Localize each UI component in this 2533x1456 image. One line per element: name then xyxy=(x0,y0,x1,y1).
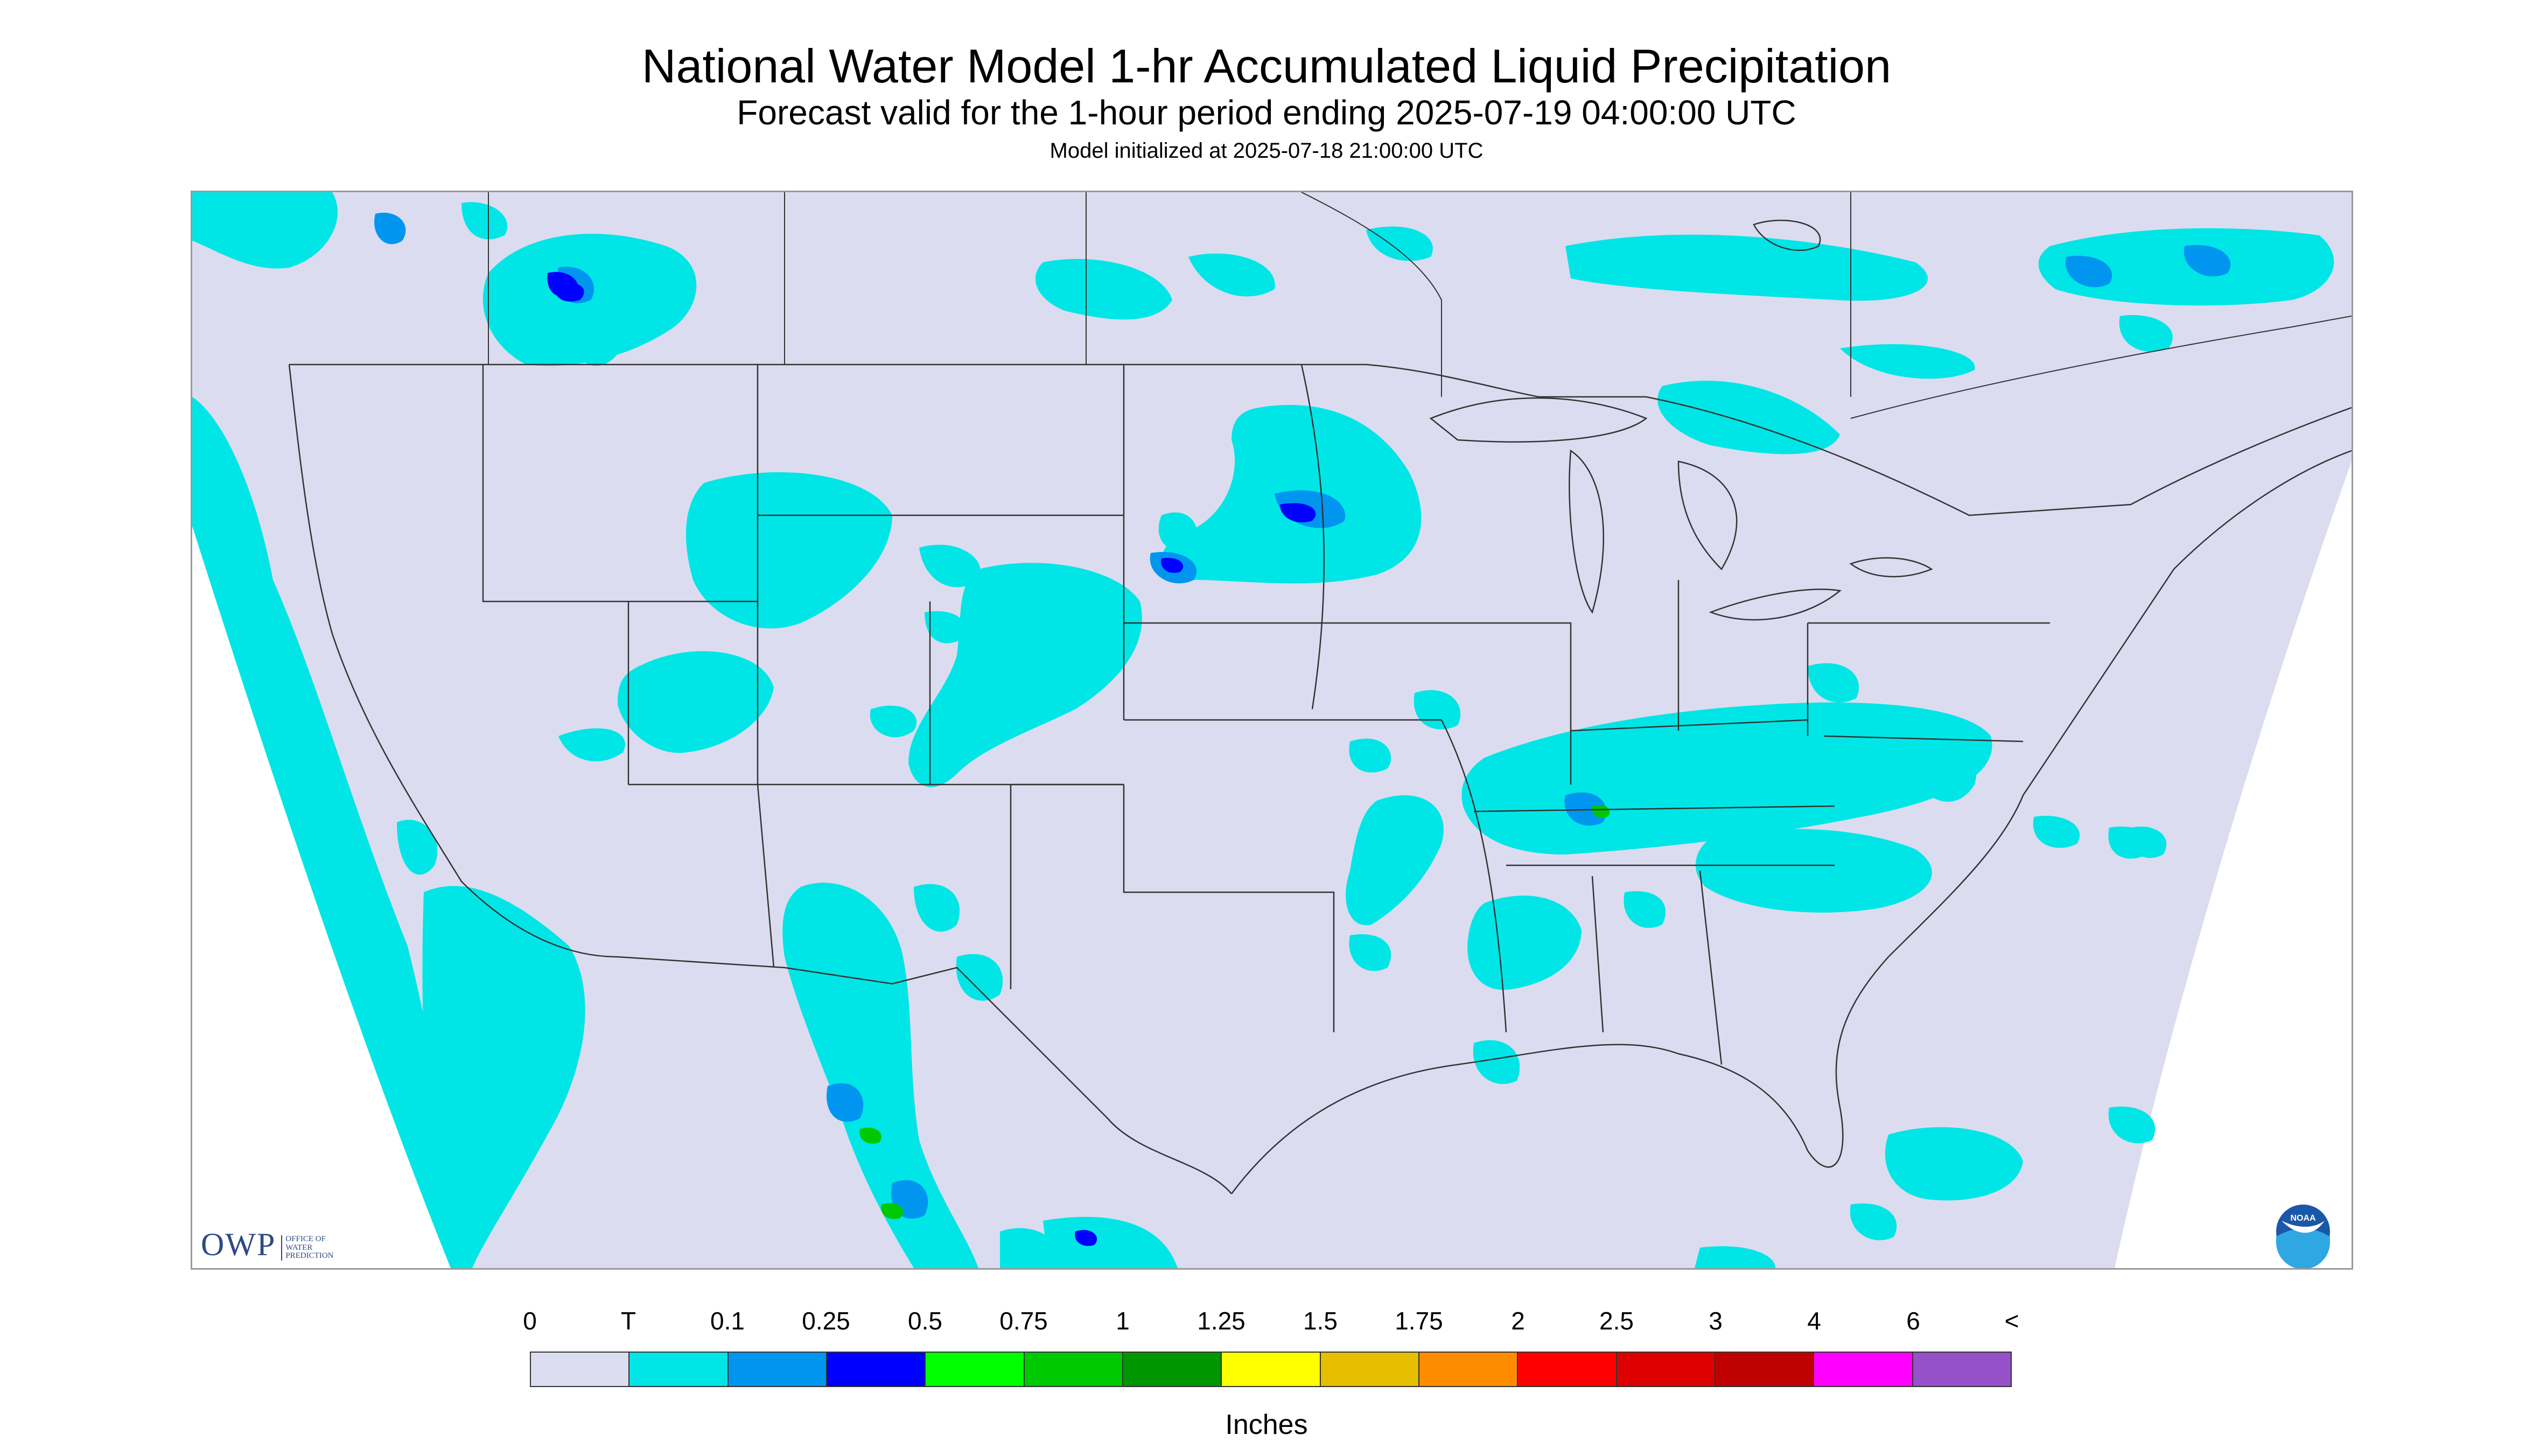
legend-swatch xyxy=(531,1353,630,1386)
precip-moderate xyxy=(547,272,1316,1247)
precip-great-lakes xyxy=(1657,381,1840,454)
legend-tick-label: 1.75 xyxy=(1395,1307,1443,1335)
legend-tick-label: 1 xyxy=(1116,1307,1130,1335)
model-init-subtitle: Model initialized at 2025-07-18 21:00:00… xyxy=(1049,139,1484,163)
legend-tick-label: 0.5 xyxy=(908,1307,942,1335)
noaa-logo-text: NOAA xyxy=(2290,1214,2316,1223)
legend-swatch xyxy=(1123,1353,1222,1386)
legend-tick-label: 1.5 xyxy=(1303,1307,1338,1335)
legend-swatch xyxy=(1913,1353,2011,1386)
legend-units-label: Inches xyxy=(1225,1409,1308,1440)
precip-west-coast xyxy=(192,397,472,1268)
owp-logo-subtitle-line: WATER xyxy=(285,1243,313,1252)
precip-atlantic-east xyxy=(1885,1127,2023,1201)
legend-swatch xyxy=(1715,1353,1815,1386)
owp-logo-text: OWP xyxy=(201,1227,276,1262)
precip-southwest-monsoon xyxy=(782,883,978,1268)
forecast-valid-subtitle: Forecast valid for the 1-hour period end… xyxy=(737,93,1796,132)
precip-carolinas xyxy=(1695,829,1932,913)
legend-swatch xyxy=(1814,1353,1913,1386)
gulf-coast xyxy=(1231,450,2352,1194)
legend-swatch xyxy=(629,1353,729,1386)
precip-central-rockies xyxy=(618,651,774,753)
precip-mexico-south xyxy=(1043,1216,1178,1268)
legend-tick-label: 0 xyxy=(523,1307,537,1335)
legend-tick-label: 0.1 xyxy=(710,1307,745,1335)
lake-erie xyxy=(1709,589,1842,621)
owp-logo-subtitle: OFFICE OF WATER PREDICTION xyxy=(281,1234,334,1261)
political-borders xyxy=(288,363,2352,1194)
precip-central-plains xyxy=(908,563,1142,787)
owp-logo-subtitle-line: PREDICTION xyxy=(285,1251,334,1261)
west-coast xyxy=(288,364,618,958)
legend-swatch xyxy=(926,1353,1025,1386)
lake-superior xyxy=(1429,397,1648,443)
us-mexico-border xyxy=(617,956,1232,1194)
precip-canada-east xyxy=(1565,234,1928,301)
great-lakes xyxy=(1429,219,1933,621)
lake-ontario xyxy=(1849,557,1933,578)
legend-tick-label: 2.5 xyxy=(1599,1307,1634,1335)
precip-canada-far-east xyxy=(2038,228,2334,306)
model-domain xyxy=(192,192,2352,1268)
precipitation-map: NOAA OWP OFFICE OF WATER PREDICTION xyxy=(191,191,2353,1270)
lake-michigan xyxy=(1569,449,1605,614)
map-canvas: NOAA xyxy=(192,192,2352,1268)
precip-heavy xyxy=(859,804,1610,1220)
legend-tick-label: T xyxy=(620,1307,636,1335)
legend-swatch xyxy=(1222,1353,1321,1386)
legend-swatch xyxy=(1518,1353,1617,1386)
precip-lower-mississippi xyxy=(1346,795,1444,926)
owp-logo-subtitle-line: OFFICE OF xyxy=(285,1234,326,1243)
precip-trace xyxy=(192,192,2334,1268)
lake-huron xyxy=(1677,460,1738,571)
legend-tick-label: 3 xyxy=(1709,1307,1723,1335)
color-legend xyxy=(530,1352,2012,1387)
precip-pacific-offshore xyxy=(422,886,585,1268)
legend-swatch xyxy=(1320,1353,1419,1386)
legend-tick-label: 0.75 xyxy=(999,1307,1048,1335)
precip-wyoming xyxy=(685,472,892,629)
legend-swatch xyxy=(1617,1353,1716,1386)
legend-swatch xyxy=(827,1353,926,1386)
legend-tick-label: 0.25 xyxy=(802,1307,850,1335)
legend-tick-label: 4 xyxy=(1807,1307,1821,1335)
precip-canada-central xyxy=(1035,258,1172,320)
owp-logo: OWP OFFICE OF WATER PREDICTION xyxy=(201,1228,334,1261)
legend-tick-label: 6 xyxy=(1906,1307,1920,1335)
legend-tick-label: 2 xyxy=(1511,1307,1525,1335)
hudson-bay-edge xyxy=(1753,219,1821,251)
us-canada-border xyxy=(289,363,2352,516)
chart-title: National Water Model 1-hr Accumulated Li… xyxy=(641,39,1892,93)
noaa-logo: NOAA xyxy=(2276,1205,2330,1268)
legend-swatch xyxy=(1024,1353,1123,1386)
legend-swatch xyxy=(1419,1353,1519,1386)
legend-tick-label: 1.25 xyxy=(1197,1307,1245,1335)
canada-provinces xyxy=(488,192,2352,419)
legend-swatch xyxy=(728,1353,827,1386)
legend-tick-label: < xyxy=(2004,1307,2019,1335)
